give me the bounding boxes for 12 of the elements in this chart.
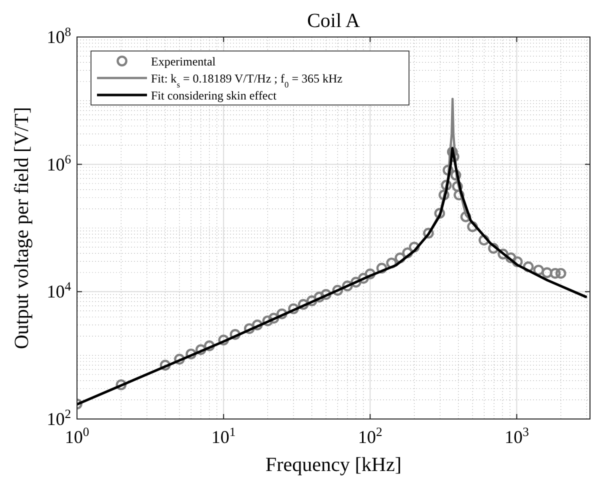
x-tick-label: 10$^{3}$: [504, 425, 529, 447]
x-tick-label: 10$^{2}$: [358, 425, 382, 447]
legend-label: Fit considering skin effect: [151, 88, 278, 102]
y-axis-title: Output voltage per field [V/T]: [11, 106, 33, 350]
y-tick-label: 10$^{4}$: [46, 280, 72, 302]
legend-label: Fit: k$_{s}$ = 0.18189 V/T/Hz ; f$_{0}$ = 365 kHz: [151, 72, 342, 89]
legend-label: Experimental: [151, 54, 216, 68]
x-tick-label: 10$^{1}$: [211, 425, 236, 447]
chart-title: Coil A: [307, 10, 360, 32]
y-tick-label: 10$^{8}$: [46, 25, 71, 47]
x-axis-title: Frequency [kHz]: [265, 454, 402, 476]
y-tick-label: 10$^{6}$: [46, 152, 71, 174]
